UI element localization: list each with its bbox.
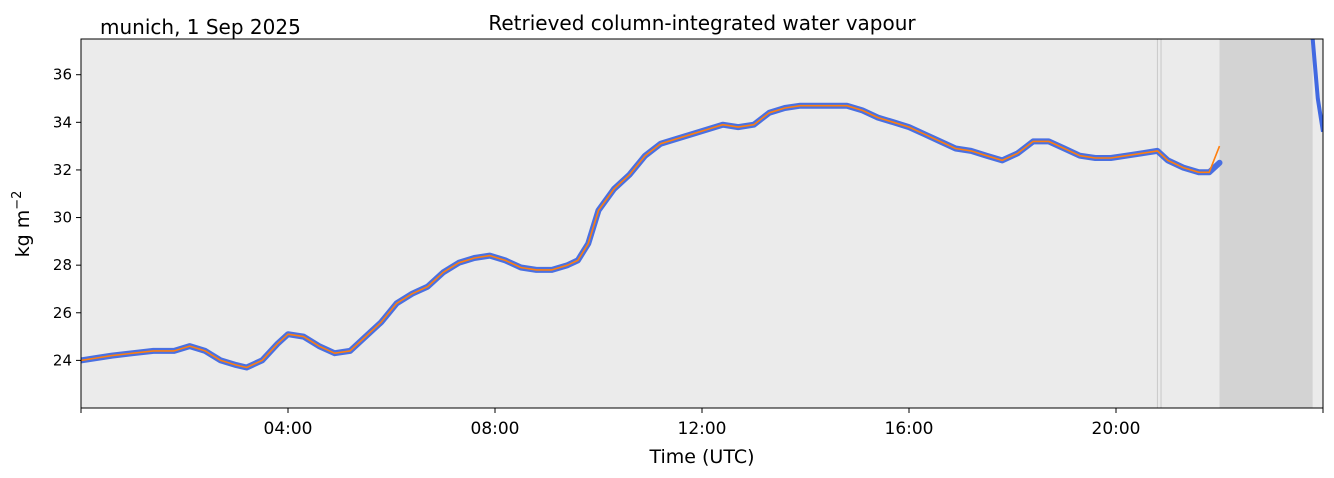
shaded-interval-0 [1219,39,1313,408]
location-date-label: munich, 1 Sep 2025 [100,15,301,39]
x-tick-label-3: 16:00 [885,419,934,439]
y-tick-label-2: 28 [53,256,72,274]
y-tick-label-5: 34 [53,113,72,131]
y-tick-label-3: 30 [53,209,72,227]
y-tick-label-1: 26 [53,304,72,322]
series-smoothed-line [81,104,1221,369]
plot-area [81,39,1323,408]
y-axis-label: kg m−2 [10,191,34,258]
x-tick-label-2: 12:00 [678,419,727,439]
x-tick-label-4: 20:00 [1092,419,1141,439]
y-tick-label-6: 36 [53,66,72,84]
x-tick-label-0: 04:00 [264,419,313,439]
chart-title: Retrieved column-integrated water vapour [488,11,916,35]
y-tick-label-4: 32 [53,161,72,179]
x-tick-label-1: 08:00 [471,419,520,439]
series-retrieved-line-end [1310,39,1323,133]
y-tick-label-0: 24 [53,351,72,369]
x-axis-label: Time (UTC) [648,446,754,468]
